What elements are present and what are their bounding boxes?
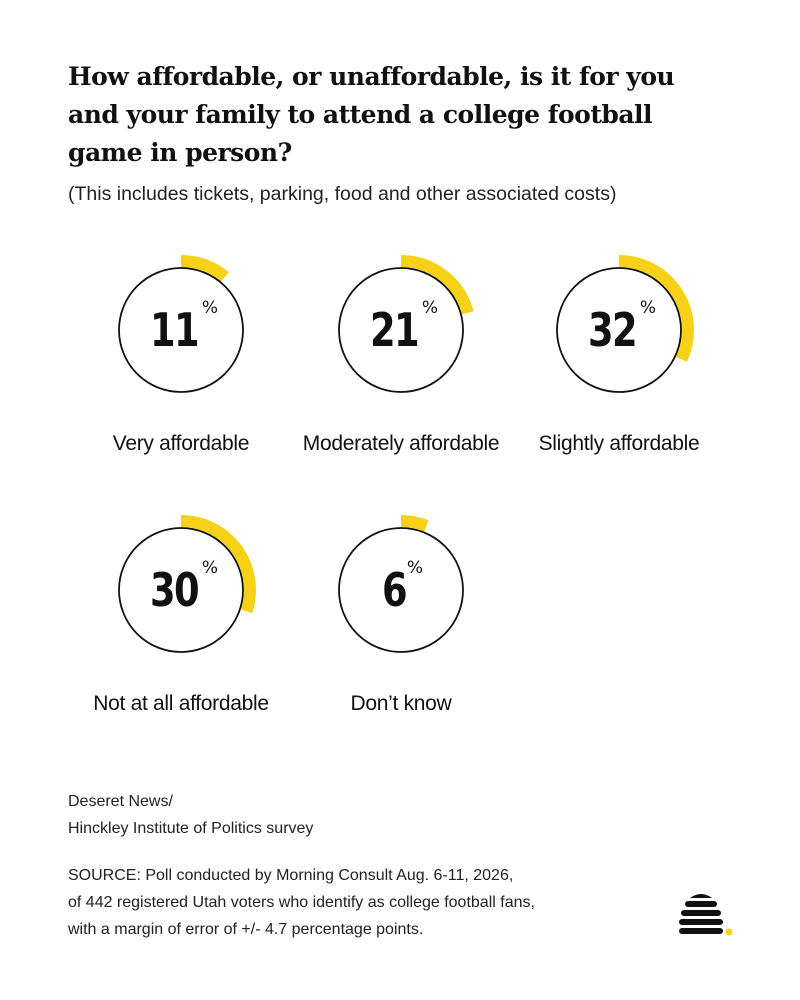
gauge-value: 21% <box>321 250 481 410</box>
chart-subtitle: (This includes tickets, parking, food an… <box>68 183 617 205</box>
gauge-unit: % <box>639 298 657 318</box>
source-line: of 442 registered Utah voters who identi… <box>68 894 535 911</box>
credit-line: Hinckley Institute of Politics survey <box>68 820 314 837</box>
gauge-ring <box>118 527 244 653</box>
gauge-value-number: 11 <box>149 303 200 357</box>
gauge-svg <box>118 515 256 653</box>
source-line: with a margin of error of +/- 4.7 percen… <box>68 921 424 938</box>
gauge-ring <box>338 267 464 393</box>
gauge-value-arc <box>180 255 229 282</box>
gauge-unit: % <box>201 558 219 578</box>
gauge-svg <box>338 515 464 653</box>
source-note: SOURCE: Poll conducted by Morning Consul… <box>68 862 668 943</box>
gauge: 30% <box>101 510 261 670</box>
gauge-value-number: 32 <box>587 303 638 357</box>
gauge: 11% <box>101 250 261 410</box>
gauge: 32% <box>539 250 699 410</box>
gauge-label: Don’t know <box>350 692 452 715</box>
gauge-value: 30% <box>101 510 261 670</box>
gauge-ring <box>556 267 682 393</box>
gauge-label: Moderately affordable <box>302 432 500 455</box>
gauge-unit: % <box>421 298 439 318</box>
gauge-label: Very affordable <box>112 432 250 455</box>
gauge-ring <box>338 527 464 653</box>
gauge-ring <box>118 267 244 393</box>
chart-title: How affordable, or unaffordable, is it f… <box>68 62 675 167</box>
gauge-svg <box>118 255 244 393</box>
gauge-label: Not at all affordable <box>93 692 269 715</box>
gauge-value-number: 21 <box>369 303 420 357</box>
gauge-value-arc <box>400 255 474 315</box>
gauge-value-arc <box>618 255 694 362</box>
credit-line: Deseret News/ <box>68 793 173 810</box>
gauge-value: 11% <box>101 250 261 410</box>
gauge-value-number: 30 <box>149 563 200 617</box>
credit-block: Deseret News/ Hinckley Institute of Poli… <box>68 788 313 842</box>
gauge-unit: % <box>406 558 424 578</box>
gauge-value: 6% <box>321 510 481 670</box>
gauge-value-arc <box>400 515 429 532</box>
gauge-svg <box>556 255 694 393</box>
gauge: 21% <box>321 250 481 410</box>
gauge-value: 32% <box>539 250 699 410</box>
source-line: SOURCE: Poll conducted by Morning Consul… <box>68 867 514 884</box>
gauge-label: Slightly affordable <box>538 432 700 455</box>
gauge-svg <box>338 255 474 393</box>
beehive-logo-icon <box>676 890 740 945</box>
gauge-unit: % <box>201 298 219 318</box>
gauge-value-number: 6 <box>381 563 408 617</box>
gauge-value-arc <box>180 515 256 614</box>
gauge: 6% <box>321 510 481 670</box>
